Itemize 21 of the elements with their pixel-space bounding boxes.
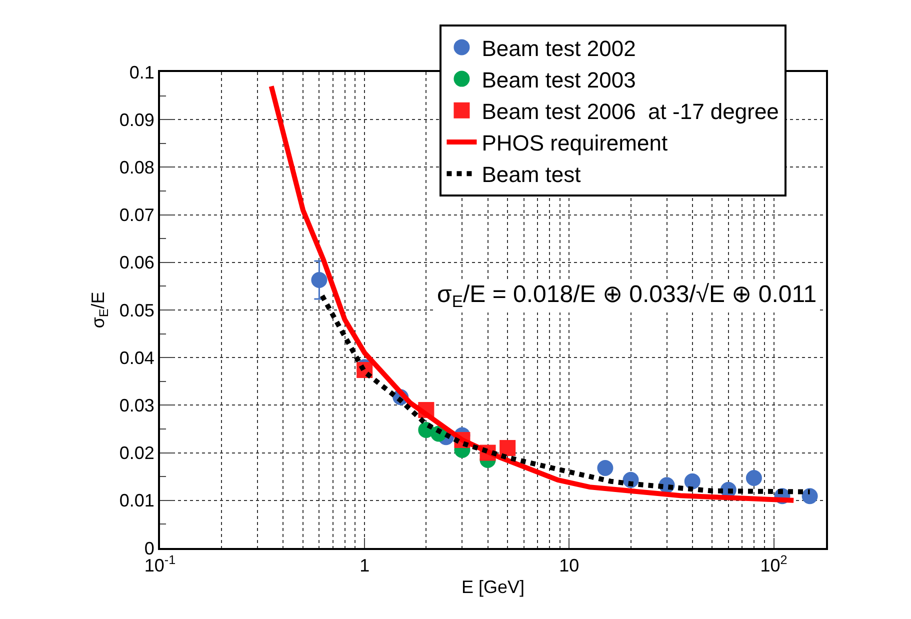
y-tick-label: 0.07 bbox=[119, 205, 154, 226]
y-tick-label: 0.05 bbox=[119, 300, 154, 320]
legend-label: Beam test 2006 at -17 degree bbox=[482, 98, 779, 124]
y-tick-label: 0.03 bbox=[119, 396, 154, 416]
x-tick-label: 10$^{2}$ bbox=[760, 553, 788, 576]
y-tick-label: 0 bbox=[144, 538, 154, 558]
annotation: σ$_{E}$/E = 0.018/E ⊕ 0.033/√E ⊕ 0.011 bbox=[437, 281, 817, 312]
x-axis-title: E [GeV] bbox=[461, 577, 525, 598]
y-tick-label: 0.1 bbox=[129, 62, 154, 82]
legend-label: Beam test 2002 bbox=[482, 36, 636, 61]
y-tick-label: 0.01 bbox=[119, 490, 154, 511]
x-tick-label: 10 bbox=[559, 556, 580, 576]
y-tick-label: 0.06 bbox=[119, 252, 154, 273]
legend-label: PHOS requirement bbox=[482, 130, 668, 156]
y-tick-label: 0.02 bbox=[119, 443, 154, 464]
legend-label: Beam test bbox=[482, 162, 581, 188]
y-tick-label: 0.08 bbox=[119, 158, 154, 178]
legend-label: Beam test 2003 bbox=[482, 67, 636, 92]
y-tick-label: 0.09 bbox=[119, 110, 154, 130]
x-tick-label: 1 bbox=[360, 556, 370, 576]
y-tick-label: 0.04 bbox=[119, 348, 154, 368]
